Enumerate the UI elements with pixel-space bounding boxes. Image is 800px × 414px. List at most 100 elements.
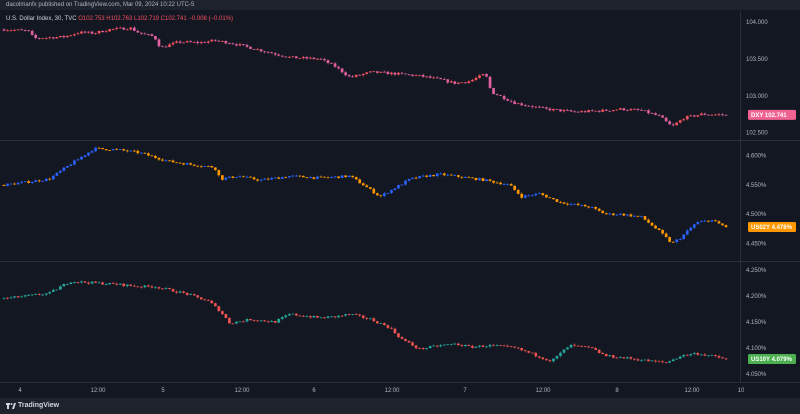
candle-body [175, 162, 178, 164]
candle-body [633, 358, 636, 360]
candle-body [340, 68, 344, 73]
candle-body [76, 33, 80, 35]
candle-body [636, 109, 640, 110]
tradingview-logo-icon[interactable] [6, 401, 16, 411]
candle-body [270, 320, 274, 322]
candle-body [351, 314, 355, 315]
candle-body [432, 174, 436, 177]
candle-body [266, 321, 270, 323]
candle-body [534, 193, 538, 196]
candle-body [724, 114, 728, 116]
candle-body [69, 282, 73, 284]
last-value-badge [748, 109, 796, 120]
pane-dxy[interactable]: 104.000 103.500 103.000 102.500 DXY 102.741 [2, 20, 796, 137]
candle-body [136, 150, 140, 154]
candle-body [9, 297, 13, 299]
candle-body [319, 58, 323, 60]
candle-body [48, 178, 52, 180]
pane-us02y[interactable]: 4.600% 4.550% 4.500% 4.450% US02Y 4.478% [2, 146, 796, 248]
candle-body [372, 188, 376, 194]
candle-body [573, 111, 576, 113]
candle-body [499, 182, 502, 185]
candle-body [136, 286, 140, 288]
candle-body [351, 76, 355, 78]
candle-body [69, 35, 73, 37]
candle-body [559, 352, 562, 356]
candle-body [90, 281, 94, 284]
x-tick-label: 10 [738, 388, 745, 394]
candle-body [291, 313, 295, 315]
candle-body [488, 76, 492, 88]
candle-body [249, 46, 252, 50]
candle-body [520, 103, 524, 106]
candle-body [640, 216, 643, 217]
pane-us10y[interactable]: 4.250% 4.200% 4.150% 4.100% 4.050% US10Y 4.07… [2, 268, 796, 378]
candle-body [626, 357, 629, 359]
candle-body [115, 149, 119, 150]
candle-body [330, 316, 333, 318]
candle-body [414, 345, 418, 349]
y-tick-label: 4.600% [746, 154, 767, 160]
candle-body [425, 175, 428, 177]
candle-body [562, 349, 566, 353]
candle-body [185, 41, 189, 43]
candle-body [101, 282, 104, 285]
candle-body [316, 58, 319, 60]
candle-body [611, 110, 615, 112]
candle-body [502, 184, 506, 185]
candle-body [411, 74, 414, 76]
candle-body [467, 177, 471, 178]
candle-body [41, 294, 45, 296]
candle-body [108, 29, 111, 32]
candle-body [337, 176, 340, 178]
candle-body [664, 117, 668, 122]
candle-body [555, 199, 559, 202]
candle-body [654, 360, 657, 362]
last-value-label: DXY 102.741 [751, 113, 787, 119]
candle-body [129, 284, 133, 286]
candle-body [485, 179, 488, 182]
candle-body [411, 342, 414, 346]
candle-body [168, 288, 171, 289]
publish-header: dacolmanfx published on TradingView.com,… [0, 0, 800, 10]
candle-body [273, 177, 277, 179]
candle-body [435, 77, 439, 79]
candle-body [94, 147, 97, 152]
candle-body [707, 355, 710, 357]
candle-body [154, 155, 157, 158]
y-tick-label: 4.050% [746, 372, 767, 378]
candle-body [189, 294, 193, 295]
candle-body [213, 39, 217, 41]
candle-body [566, 347, 569, 350]
candle-body [411, 177, 414, 179]
time-axis[interactable]: 4 12:00 5 12:00 6 12:00 7 12:00 8 12:00 10 [18, 388, 745, 394]
candle-body [270, 52, 274, 54]
candle-body [59, 170, 62, 173]
candle-body [143, 152, 147, 154]
candle-body [115, 27, 119, 29]
candle-body [69, 164, 73, 166]
candle-body [48, 37, 52, 39]
candle-body [73, 160, 76, 165]
candle-body [717, 221, 721, 224]
candle-body [428, 174, 432, 177]
candle-body [171, 160, 175, 163]
candle-body [622, 357, 626, 359]
candle-body [714, 355, 717, 357]
candle-body [235, 177, 238, 178]
tradingview-brand[interactable]: TradingView [18, 402, 60, 409]
candle-body [562, 202, 566, 204]
legend-row: U.S. Dollar Index, 30, TVC O102.753 H102… [6, 16, 233, 22]
candle-body [83, 281, 87, 283]
candle-body [650, 113, 654, 115]
candle-body [439, 77, 443, 80]
candle-body [143, 33, 147, 35]
candle-body [147, 153, 150, 156]
candle-body [516, 189, 520, 194]
candle-body [573, 344, 576, 346]
candle-body [390, 189, 393, 194]
candle-body [171, 288, 175, 292]
candle-body [34, 34, 38, 38]
candle-body [513, 185, 517, 190]
